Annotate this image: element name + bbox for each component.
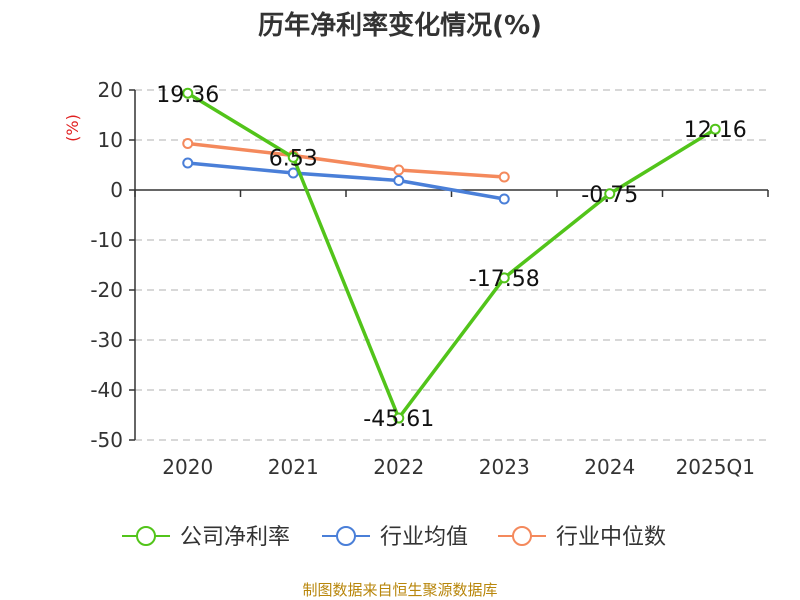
legend-marker	[136, 526, 156, 546]
data-label: 12.16	[684, 118, 747, 143]
y-tick-label: 10	[98, 128, 123, 152]
legend-label: 行业中位数	[556, 525, 666, 550]
data-point	[498, 171, 510, 183]
legend: 公司净利率 行业均值 行业中位数	[122, 525, 666, 550]
data-point	[709, 123, 721, 135]
y-axis-ticks: 20 10 0 -10 -20 -30 -40 -50	[90, 78, 136, 452]
legend-marker	[512, 526, 532, 546]
y-axis-label: (%)	[63, 114, 82, 142]
data-point	[287, 151, 299, 163]
data-label: 6.53	[269, 146, 318, 171]
data-point	[498, 272, 510, 284]
x-tick-label: 2025Q1	[676, 455, 755, 479]
series-line	[186, 91, 717, 420]
data-labels: 19.36 6.53 -45.61 -17.58 -0.75 12.16	[156, 83, 746, 432]
x-tick-label: 2021	[268, 455, 319, 479]
data-point	[393, 164, 405, 176]
y-tick-label: -10	[90, 228, 123, 252]
data-label: 19.36	[156, 83, 219, 108]
data-point	[182, 157, 194, 169]
legend-marker	[336, 526, 356, 546]
data-point	[498, 193, 510, 205]
data-label: -0.75	[581, 183, 638, 208]
y-tick-label: 0	[110, 178, 123, 202]
x-tick-label: 2024	[584, 455, 635, 479]
data-point	[393, 412, 405, 424]
series-lines	[182, 87, 721, 424]
legend-label: 公司净利率	[180, 525, 290, 550]
data-label: -17.58	[469, 267, 540, 292]
x-tick-label: 2020	[162, 455, 213, 479]
y-tick-label: -40	[90, 378, 123, 402]
data-point	[182, 87, 194, 99]
series-line	[187, 161, 505, 201]
data-point	[182, 138, 194, 149]
y-tick-label: -30	[90, 328, 123, 352]
y-tick-label: 20	[98, 78, 123, 102]
x-axis: 2020 2021 2022 2023 2024 2025Q1	[134, 189, 769, 479]
data-point	[393, 175, 405, 186]
legend-label: 行业均值	[380, 525, 468, 550]
series-line	[187, 141, 505, 179]
chart-title: 历年净利率变化情况(%)	[258, 10, 542, 41]
data-label: -45.61	[363, 407, 434, 432]
y-tick-label: -20	[90, 278, 123, 302]
x-tick-label: 2023	[479, 455, 530, 479]
source-note: 制图数据来自恒生聚源数据库	[302, 581, 497, 599]
x-tick-label: 2022	[373, 455, 424, 479]
data-point	[604, 188, 616, 200]
y-tick-label: -50	[90, 428, 123, 452]
gridlines	[135, 89, 768, 441]
